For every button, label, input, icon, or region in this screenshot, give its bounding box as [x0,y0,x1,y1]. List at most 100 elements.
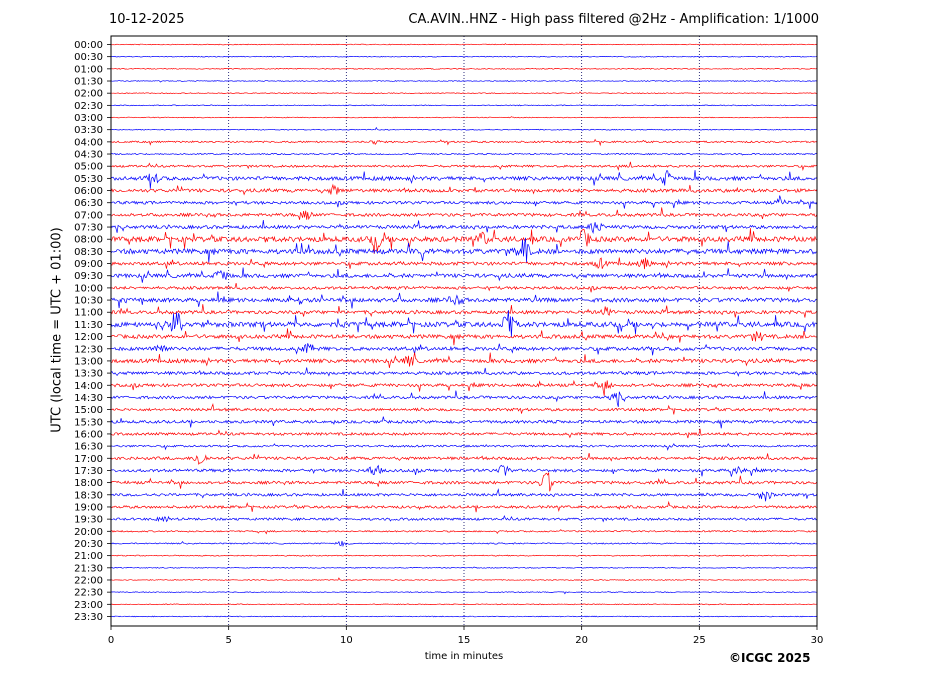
y-tick-label: 16:00 [74,429,103,440]
trace-line [110,310,818,338]
trace-line [110,343,818,356]
trace-line [110,116,818,119]
y-tick-label: 16:30 [74,442,103,453]
y-tick-label: 00:00 [74,40,103,51]
y-tick-label: 13:30 [74,369,103,380]
y-tick-label: 09:00 [74,259,103,270]
trace-line [110,379,818,396]
y-tick-label: 18:00 [74,478,103,489]
trace-line [110,126,818,131]
y-tick-label: 19:00 [74,502,103,513]
y-tick-label: 22:00 [74,575,103,586]
y-tick-label: 14:00 [74,381,103,392]
y-tick-label: 06:00 [74,186,103,197]
y-tick-label: 01:00 [74,64,103,75]
trace-line [110,540,818,548]
trace-line [110,328,818,346]
y-tick-label: 21:00 [74,551,103,562]
trace-line [110,161,818,171]
y-tick-label: 13:00 [74,356,103,367]
y-tick-label: 02:30 [74,101,103,112]
y-tick-label: 10:00 [74,283,103,294]
y-tick-label: 18:30 [74,490,103,501]
y-tick-label: 01:30 [74,77,103,88]
trace-line [110,367,817,377]
x-tick-label: 10 [340,635,353,646]
y-tick-label: 07:00 [74,210,103,221]
trace-lines [110,43,818,618]
x-tick-label: 0 [108,635,114,646]
trace-line [110,500,817,513]
trace-line [110,416,818,429]
x-tick-labels: 0 5 10 15 20 25 30 [108,626,824,646]
copyright-label: ©ICGC 2025 [729,651,811,665]
trace-line [110,55,818,58]
y-tick-label: 07:30 [74,223,103,234]
y-tick-label: 21:30 [74,563,103,574]
trace-line [110,228,818,255]
trace-line [110,170,818,189]
trace-line [110,529,818,535]
y-tick-label: 22:30 [74,588,103,599]
trace-line [110,554,818,557]
trace-line [110,43,818,46]
y-tick-label: 20:30 [74,539,103,550]
x-tick-label: 25 [693,635,706,646]
x-axis-label: time in minutes [424,651,504,662]
trace-line [111,566,818,569]
trace-line [110,195,818,209]
trace-line [110,464,818,477]
trace-line [110,472,818,492]
y-axis-label: UTC (local time = UTC + 01:00) [49,227,65,433]
x-tick-label: 30 [811,635,824,646]
date-label: 10-12-2025 [109,12,185,27]
trace-line [110,104,818,107]
trace-line [110,577,817,581]
y-tick-label: 11:30 [74,320,103,331]
x-tick-label: 20 [575,635,588,646]
trace-line [110,603,817,606]
y-tick-label: 06:30 [74,198,103,209]
trace-line [110,615,818,618]
y-tick-label: 15:30 [74,417,103,428]
y-tick-label: 05:00 [74,162,103,173]
trace-line [110,291,818,309]
trace-line [110,80,818,83]
trace-line [110,67,818,70]
trace-line [110,488,818,502]
x-tick-label: 5 [225,635,231,646]
y-tick-label: 23:30 [74,612,103,623]
trace-line [110,591,817,595]
y-tick-label: 04:30 [74,150,103,161]
y-tick-label: 15:00 [74,405,103,416]
y-tick-label: 09:30 [74,271,103,282]
trace-line [111,152,818,156]
y-tick-label: 08:00 [74,235,103,246]
trace-line [110,283,818,293]
y-tick-label: 19:30 [74,515,103,526]
y-tick-label: 20:00 [74,527,103,538]
trace-line [110,207,818,221]
y-tick-label: 12:30 [74,344,103,355]
chart-title: CA.AVIN..HNZ - High pass filtered @2Hz -… [408,12,819,27]
y-tick-label: 14:30 [74,393,103,404]
trace-line [110,304,818,318]
y-tick-label: 17:30 [74,466,103,477]
y-tick-label: 03:30 [74,125,103,136]
y-tick-label: 05:30 [74,174,103,185]
trace-line [110,390,818,407]
trace-line [110,91,818,95]
trace-line [110,183,818,196]
y-tick-label: 10:30 [74,296,103,307]
y-tick-label: 17:00 [74,454,103,465]
y-tick-label: 23:00 [74,600,103,611]
trace-line [110,515,818,523]
trace-line [110,138,818,147]
y-tick-label: 12:00 [74,332,103,343]
y-tick-label: 11:00 [74,308,103,319]
y-tick-label: 02:00 [74,89,103,100]
trace-line [110,453,818,465]
y-tick-label: 04:00 [74,137,103,148]
y-tick-label: 00:30 [74,52,103,63]
